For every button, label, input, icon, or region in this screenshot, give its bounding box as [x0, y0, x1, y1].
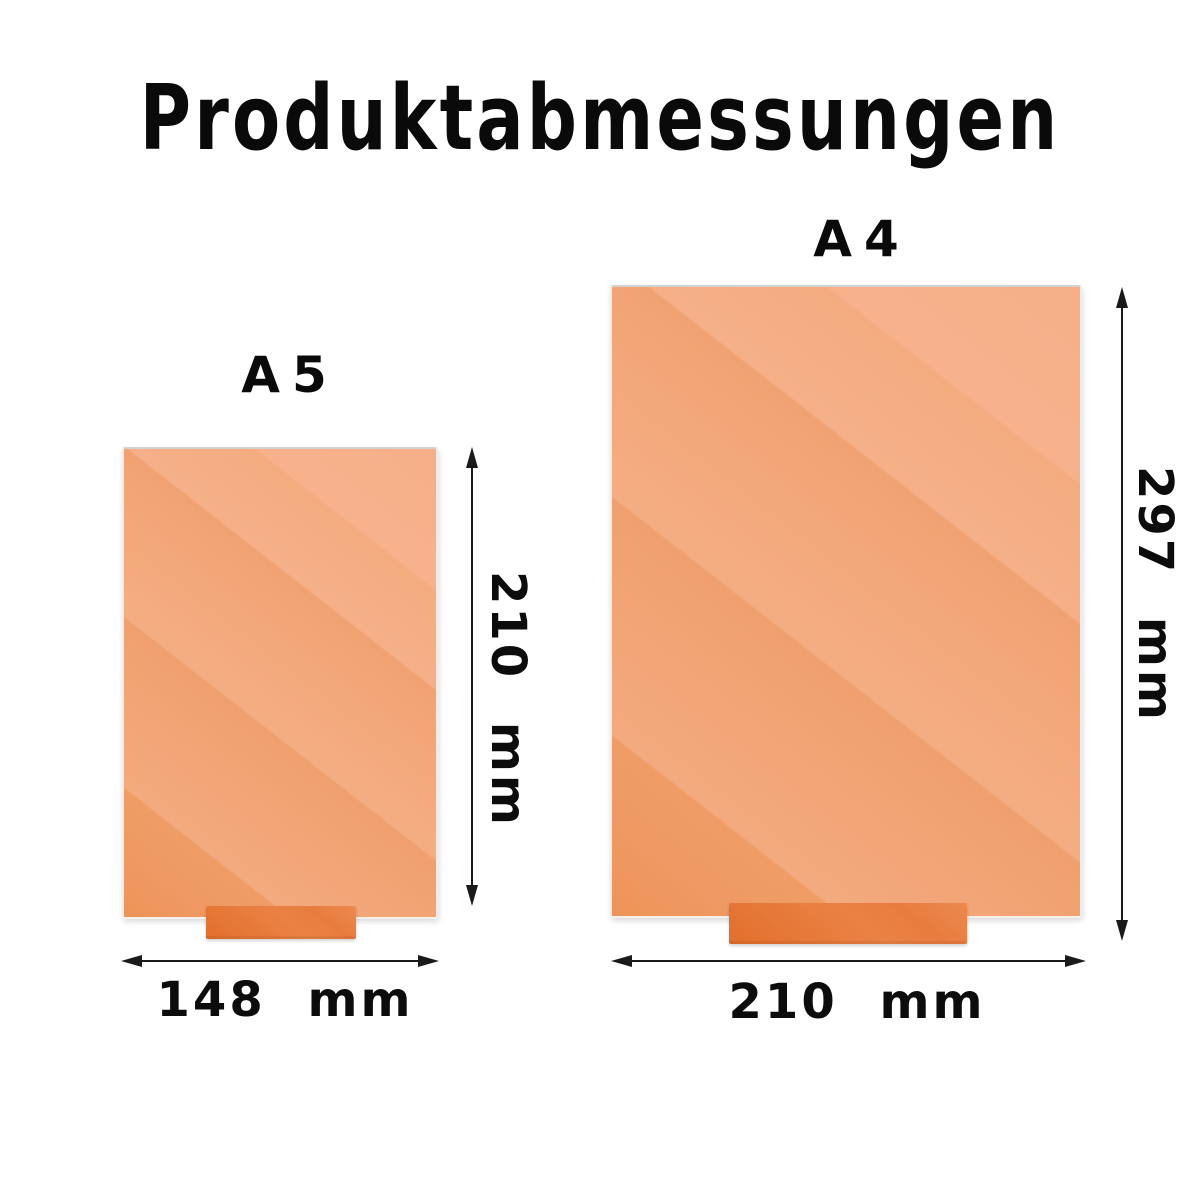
- arrowhead-down-icon: [1116, 920, 1128, 941]
- a4-width-label: 210 mm: [728, 974, 986, 1030]
- a5-height-dimension-arrow: [462, 447, 482, 906]
- arrow-line: [620, 960, 1077, 962]
- a4-acrylic-panel: [610, 285, 1082, 918]
- arrowhead-right-icon: [418, 955, 439, 967]
- arrowhead-right-icon: [1065, 955, 1086, 967]
- a5-size-label: A5: [241, 346, 339, 404]
- a5-acrylic-panel: [122, 447, 438, 919]
- a5-panel-stand: [206, 906, 356, 939]
- a4-height-label: 297 mm: [1127, 466, 1183, 723]
- a4-width-dimension-arrow: [611, 951, 1086, 971]
- arrow-line: [471, 456, 473, 897]
- a4-panel-stand: [729, 903, 967, 944]
- a4-size-label: A4: [813, 210, 911, 268]
- a5-width-label: 148 mm: [156, 972, 414, 1028]
- a5-height-label: 210 mm: [480, 571, 536, 828]
- arrowhead-down-icon: [466, 885, 478, 906]
- a4-height-dimension-arrow: [1112, 287, 1132, 941]
- arrow-line: [1121, 296, 1123, 932]
- a5-width-dimension-arrow: [121, 951, 439, 971]
- arrow-line: [130, 960, 430, 962]
- page-title: Produktabmessungen: [139, 66, 1061, 171]
